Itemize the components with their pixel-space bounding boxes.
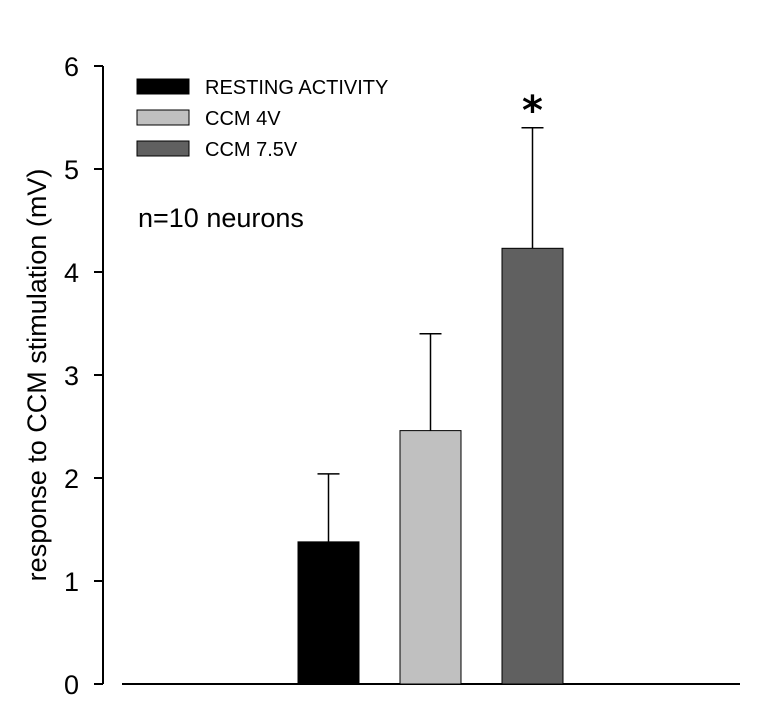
bar xyxy=(297,541,360,685)
y-tick-label: 1 xyxy=(64,567,79,597)
y-tick-label: 0 xyxy=(64,670,79,700)
significance-marker: * xyxy=(522,88,543,134)
legend-label: RESTING ACTIVITY xyxy=(205,77,388,99)
legend-swatch xyxy=(136,109,190,126)
bar xyxy=(501,247,564,685)
y-tick-label: 6 xyxy=(64,52,79,82)
bar xyxy=(399,430,462,685)
y-tick-label: 2 xyxy=(64,464,79,494)
legend-label: CCM 7.5V xyxy=(205,139,298,161)
y-axis-label: response to CCM stimulation (mV) xyxy=(22,169,52,582)
y-tick-label: 4 xyxy=(64,258,79,288)
legend-swatch xyxy=(136,78,190,95)
legend-label: CCM 4V xyxy=(205,108,281,130)
chart-axes: 0 1 2 3 4 5 6 xyxy=(64,52,740,700)
y-tick-label: 3 xyxy=(64,361,79,391)
chart-bars: * xyxy=(297,88,564,685)
chart-legend: RESTING ACTIVITY CCM 4V CCM 7.5V xyxy=(136,77,388,161)
legend-swatch xyxy=(136,140,190,157)
sample-size-annotation: n=10 neurons xyxy=(138,203,304,233)
y-tick-label: 5 xyxy=(64,155,79,185)
